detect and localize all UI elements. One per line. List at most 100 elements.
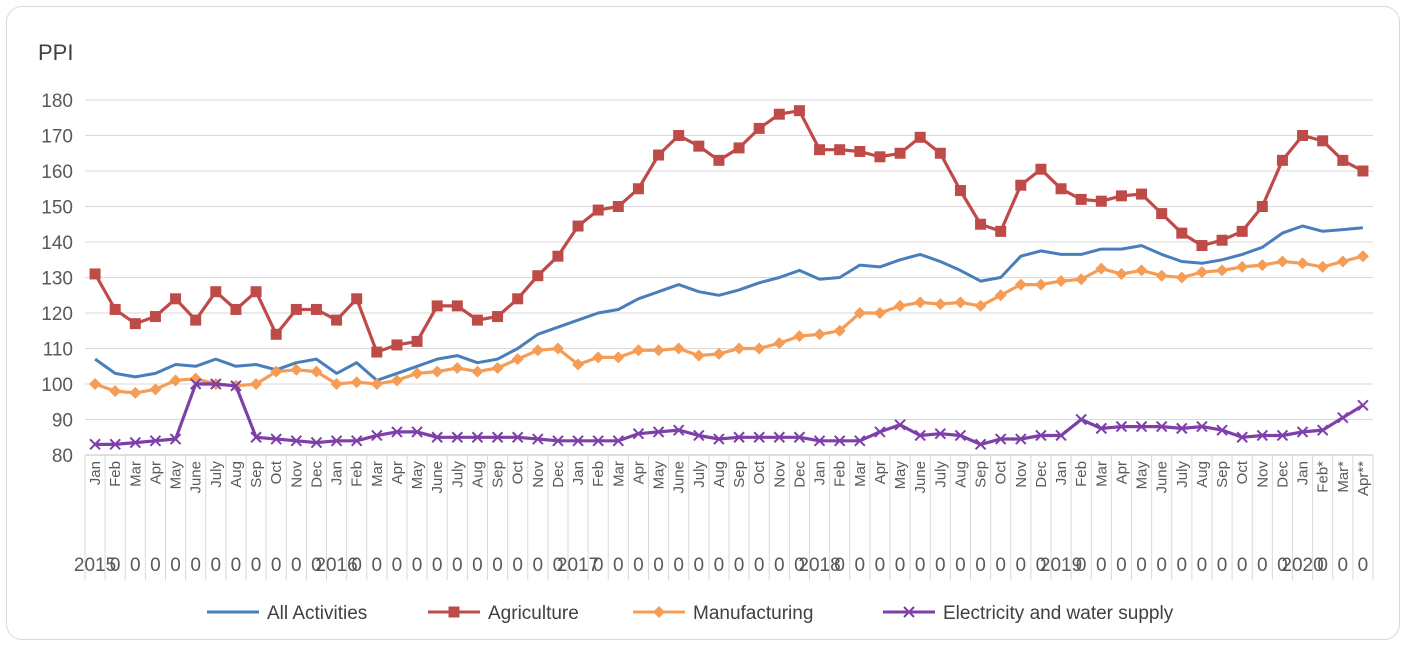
data-point	[653, 149, 665, 161]
x-tick-label-month: Aug	[469, 461, 486, 488]
data-point	[149, 435, 162, 447]
data-point	[511, 431, 524, 443]
data-point	[491, 362, 504, 375]
x-tick-label-month: Oct	[993, 460, 1010, 484]
x-tick-label-year: 2017	[557, 555, 599, 576]
x-tick-label-year: 0	[774, 555, 785, 576]
x-tick-label-year: 2020	[1281, 555, 1323, 576]
x-tick-label-year: 2015	[74, 555, 116, 576]
x-tick-label-month: Dec	[1274, 461, 1291, 488]
x-tick-label-year: 2018	[798, 555, 840, 576]
x-tick-label-month: Apr**	[1355, 461, 1372, 496]
x-tick-label-year: 0	[1197, 555, 1208, 576]
data-point	[230, 303, 242, 315]
data-point	[713, 433, 725, 445]
data-point	[874, 151, 886, 163]
data-point	[572, 435, 584, 447]
x-tick-label-month: Nov	[530, 461, 547, 488]
x-tick-label-year: 0	[633, 555, 644, 576]
data-point	[391, 426, 403, 438]
data-point	[471, 365, 484, 378]
data-point	[1336, 255, 1349, 268]
data-point	[632, 427, 645, 440]
x-tick-label-month: Jan	[329, 461, 346, 485]
data-point	[230, 380, 242, 392]
data-point	[109, 438, 121, 451]
data-point	[693, 429, 705, 442]
x-tick-label-year: 0	[875, 555, 886, 576]
data-point	[531, 344, 544, 357]
data-point	[411, 367, 424, 380]
data-point	[833, 435, 846, 447]
data-point	[1075, 413, 1087, 426]
data-point	[914, 296, 927, 309]
data-point	[954, 185, 966, 197]
x-tick-label-month: Nov	[288, 461, 305, 488]
data-point	[713, 154, 725, 166]
data-point	[894, 419, 906, 431]
series-manufacturing	[89, 250, 1369, 399]
legend-marker	[653, 606, 665, 618]
x-tick-label-month: Apr	[147, 461, 164, 484]
data-point	[793, 330, 806, 343]
x-tick-label-month: Aug	[228, 461, 245, 488]
data-point	[149, 311, 161, 323]
data-point	[572, 220, 584, 232]
x-tick-label-month: June	[912, 461, 929, 494]
data-point	[270, 433, 282, 445]
data-point	[813, 328, 826, 341]
legend-label: Agriculture	[488, 603, 579, 624]
data-point	[552, 435, 564, 447]
data-point	[1035, 429, 1047, 442]
x-tick-label-month: May	[651, 461, 668, 490]
chart-card	[6, 6, 1400, 640]
data-point	[1034, 278, 1047, 291]
data-point	[190, 314, 202, 326]
x-tick-label-year: 0	[915, 555, 926, 576]
data-point	[673, 130, 685, 141]
data-point	[1236, 225, 1248, 237]
data-point	[1055, 183, 1067, 195]
data-point	[370, 378, 383, 390]
data-point	[89, 378, 102, 390]
data-point	[1075, 193, 1087, 205]
data-point	[592, 204, 604, 216]
data-point	[431, 300, 443, 312]
data-point	[572, 358, 585, 371]
x-tick-label-year: 0	[794, 555, 805, 576]
x-tick-label-year: 0	[593, 555, 604, 576]
x-tick-label-year: 2016	[315, 555, 357, 576]
x-tick-label-month: Apr	[872, 461, 889, 484]
x-tick-label-year: 0	[553, 555, 564, 576]
x-tick-label-year: 0	[1358, 555, 1369, 576]
data-point	[169, 433, 182, 445]
x-tick-label-year: 0	[1116, 555, 1127, 576]
data-point	[552, 250, 564, 262]
data-point	[1276, 429, 1289, 442]
data-point	[1196, 240, 1208, 252]
x-tick-label-year: 0	[1177, 555, 1188, 576]
data-point	[672, 424, 685, 436]
data-point	[250, 378, 263, 390]
data-point	[129, 436, 142, 449]
data-point	[129, 386, 142, 399]
data-point	[290, 363, 303, 376]
x-tick-label-year: 0	[1338, 555, 1349, 576]
data-point	[1357, 399, 1369, 412]
x-tick-label-month: Oct	[751, 460, 768, 484]
data-point	[1337, 154, 1349, 166]
data-point	[592, 435, 604, 447]
data-point	[1195, 266, 1208, 279]
data-point	[612, 201, 624, 212]
data-point	[149, 383, 162, 396]
data-point	[975, 218, 987, 230]
data-point	[250, 431, 262, 443]
x-tick-label-month: Aug	[952, 461, 969, 488]
data-point	[672, 342, 685, 355]
x-tick-label-year: 0	[170, 555, 181, 576]
y-tick-label: 100	[41, 375, 73, 396]
x-tick-label-month: Jan	[1295, 461, 1312, 485]
legend-label: Manufacturing	[693, 603, 813, 624]
y-tick-label: 150	[41, 198, 73, 219]
